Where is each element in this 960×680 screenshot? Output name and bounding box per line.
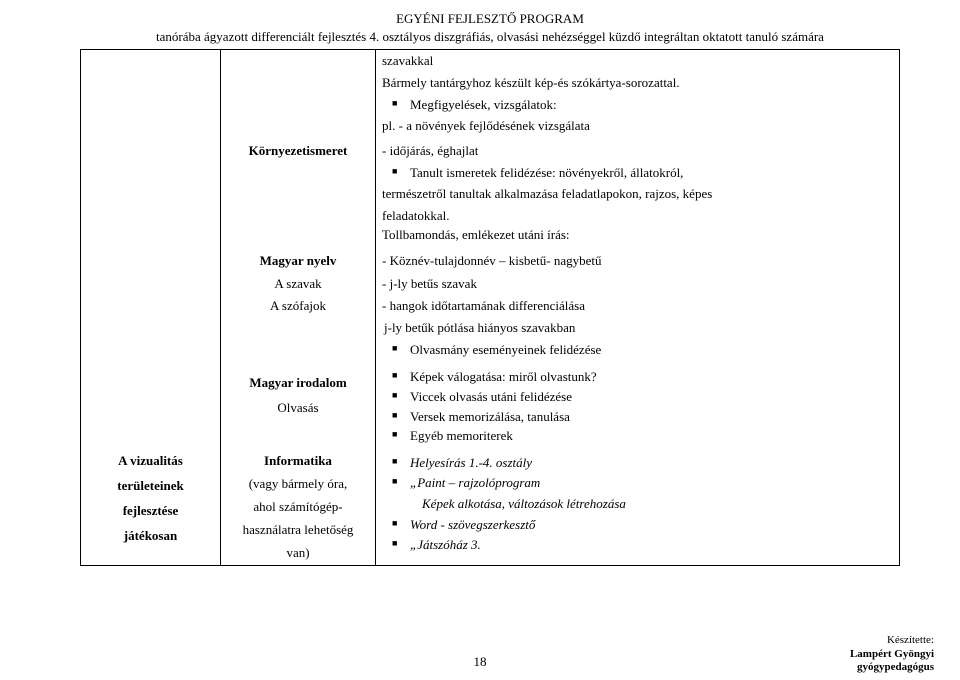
text: ahol számítógép- (227, 498, 369, 517)
page-header: EGYÉNI FEJLESZTŐ PROGRAM tanórába ágyazo… (80, 10, 900, 45)
cell-r2c3: - időjárás, éghajlat Tanult ismeretek fe… (376, 140, 900, 249)
text: - hangok időtartamának differenciálása (382, 297, 893, 316)
subject-szavak: A szavak (221, 273, 376, 296)
bullet: Megfigyelések, vizsgálatok: (410, 96, 893, 115)
subject-szofajok: A szófajok (221, 295, 376, 364)
text: van) (227, 544, 369, 563)
subject-label: Magyar nyelv (260, 253, 337, 268)
bullet: Egyéb memoriterek (410, 427, 893, 446)
text: A vizualitás (87, 452, 214, 471)
cell-empty (221, 50, 376, 141)
subject-label: A szavak (274, 276, 321, 291)
text: szavakkal (382, 52, 893, 71)
text: feladatokkal. (382, 207, 893, 226)
text: - Köznév-tulajdonnév – kisbetű- nagybetű (382, 253, 602, 268)
cell-r4c3: - j-ly betűs szavak (376, 273, 900, 296)
bullet: „Paint – rajzolóprogram (410, 474, 893, 493)
text: területeinek (87, 477, 214, 496)
subject-informatika: Informatika (vagy bármely óra, ahol szám… (221, 450, 376, 565)
subject-label: Környezetismeret (249, 143, 348, 158)
bullet: Versek memorizálása, tanulása (410, 408, 893, 427)
text: - j-ly betűs szavak (382, 276, 477, 291)
footer-role: gyógypedagógus (857, 661, 934, 673)
cell-r6c3: Képek válogatása: miről olvastunk? Vicce… (376, 364, 900, 450)
cell-r3c3: - Köznév-tulajdonnév – kisbetű- nagybetű (376, 250, 900, 273)
page-number: 18 (474, 654, 487, 670)
cell-r1c3: szavakkal Bármely tantárgyhoz készült ké… (376, 50, 900, 141)
subject-sub: Olvasás (227, 399, 369, 418)
text: (vagy bármely óra, (227, 475, 369, 494)
text: használatra lehetőség (227, 521, 369, 540)
footer-label: Készítette: (887, 634, 934, 646)
text: j-ly betűk pótlása hiányos szavakban (384, 319, 893, 338)
cell-empty (81, 50, 221, 141)
bullet: Képek válogatása: miről olvastunk? (410, 368, 893, 387)
bullet: „Játszóház 3. (410, 536, 893, 555)
bullet: Helyesírás 1.-4. osztály (410, 454, 893, 473)
cell-empty (81, 295, 221, 364)
subject-label: A szófajok (270, 298, 326, 313)
subject-label: Informatika (227, 452, 369, 471)
text: - időjárás, éghajlat (382, 142, 893, 161)
cell-empty (81, 273, 221, 296)
text: pl. - a növények fejlődésének vizsgálata (382, 117, 893, 136)
footer-name: Lampért Gyöngyi (850, 648, 934, 660)
header-title: EGYÉNI FEJLESZTŐ PROGRAM (396, 11, 584, 26)
cell-empty (81, 140, 221, 249)
text: Bármely tantárgyhoz készült kép-és szóká… (382, 74, 893, 93)
text: természetről tanultak alkalmazása felada… (382, 185, 893, 204)
bullet: Olvasmány eseményeinek felidézése (410, 341, 893, 360)
subject-label: Magyar irodalom (227, 374, 369, 393)
subject-magyarnyelv: Magyar nyelv (221, 250, 376, 273)
row-label-vizualitas: A vizualitás területeinek fejlesztése já… (81, 450, 221, 565)
subject-irodalom: Magyar irodalom Olvasás (221, 364, 376, 450)
cell-empty (81, 364, 221, 450)
text: játékosan (87, 527, 214, 546)
content-table: szavakkal Bármely tantárgyhoz készült ké… (80, 49, 900, 565)
bullet: Word - szövegszerkesztő (410, 516, 893, 535)
cell-r7c3: Helyesírás 1.-4. osztály „Paint – rajzol… (376, 450, 900, 565)
text: Képek alkotása, változások létrehozása (382, 495, 893, 514)
cell-r5c3: - hangok időtartamának differenciálása j… (376, 295, 900, 364)
bullet: Viccek olvasás utáni felidézése (410, 388, 893, 407)
subject-kornyezet: Környezetismeret (221, 140, 376, 249)
cell-empty (81, 250, 221, 273)
text: fejlesztése (87, 502, 214, 521)
footer-credit: Készítette: Lampért Gyöngyi gyógypedagóg… (850, 634, 934, 674)
header-subtitle: tanórába ágyazott differenciált fejleszt… (156, 29, 824, 44)
text: Tollbamondás, emlékezet utáni írás: (382, 226, 893, 245)
bullet: Tanult ismeretek felidézése: növényekről… (410, 164, 893, 183)
